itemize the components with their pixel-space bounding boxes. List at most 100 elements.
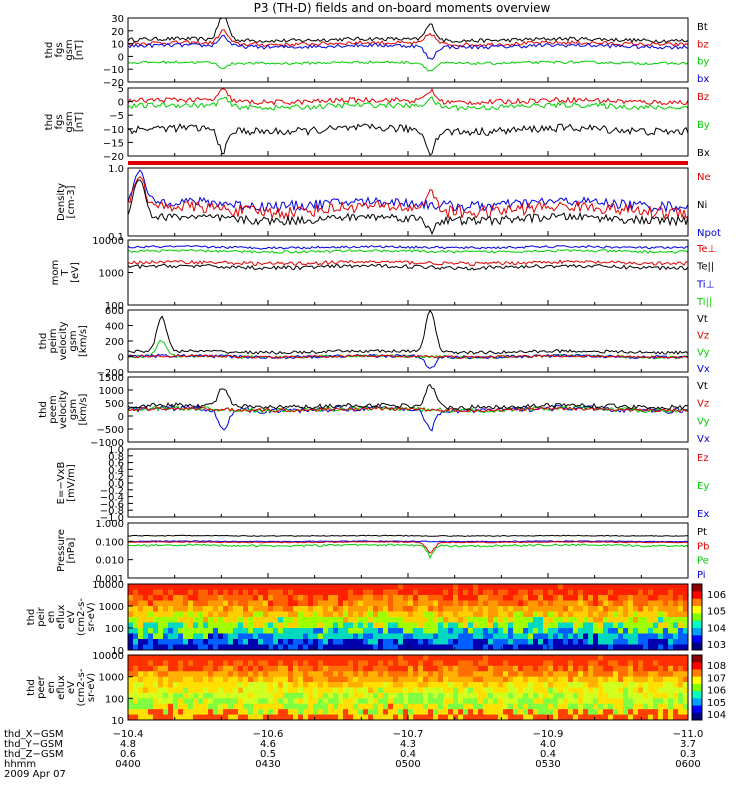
heatmap-cell (483, 692, 489, 699)
heatmap-cell (198, 698, 204, 705)
heatmap-cell (508, 633, 514, 640)
heatmap-cell (193, 633, 199, 640)
heatmap-cell (518, 589, 524, 596)
heatmap-cell (668, 622, 674, 629)
heatmap-cell (228, 660, 234, 667)
heatmap-cell (643, 589, 649, 596)
heatmap-cell (488, 698, 494, 705)
heatmap-cell (588, 644, 594, 650)
heatmap-cell (583, 611, 589, 618)
heatmap-cell (323, 698, 329, 705)
heatmap-cell (178, 714, 184, 720)
heatmap-cell (553, 595, 559, 602)
heatmap-cell (493, 698, 499, 705)
heatmap-cell (153, 606, 159, 613)
heatmap-cell (623, 595, 629, 602)
heatmap-cell (638, 714, 644, 720)
heatmap-cell (408, 617, 414, 624)
heatmap-cell (153, 633, 159, 640)
y-axis-label: sr-eV) (86, 602, 97, 631)
heatmap-cell (683, 639, 688, 646)
heatmap-cell (548, 584, 554, 591)
colorbar-cell (692, 628, 702, 636)
heatmap-cell (313, 698, 319, 705)
heatmap-cell (653, 639, 659, 646)
heatmap-cell (353, 698, 359, 705)
heatmap-cell (558, 584, 564, 591)
heatmap-cell (393, 698, 399, 705)
heatmap-cell (273, 617, 279, 624)
heatmap-cell (148, 709, 154, 716)
heatmap-cell (153, 665, 159, 672)
heatmap-cell (683, 595, 688, 602)
heatmap-cell (233, 584, 239, 591)
heatmap-cell (608, 622, 614, 629)
colorbar-frame (691, 654, 703, 721)
heatmap-cell (663, 709, 669, 716)
heatmap-cell (503, 655, 509, 662)
heatmap-cell (578, 584, 584, 591)
heatmap-cell (463, 655, 469, 662)
heatmap-cell (563, 655, 569, 662)
heatmap-cell (653, 606, 659, 613)
heatmap-cell (563, 682, 569, 689)
heatmap-cell (633, 589, 639, 596)
heatmap-cell (373, 595, 379, 602)
heatmap-cell (218, 703, 224, 710)
heatmap-cell (208, 600, 214, 607)
heatmap-cell (248, 595, 254, 602)
heatmap-cell (368, 698, 374, 705)
heatmap-cell (238, 589, 244, 596)
heatmap-cell (333, 600, 339, 607)
heatmap-cell (458, 676, 464, 683)
heatmap-cell (448, 606, 454, 613)
y-tick-label: −20 (103, 152, 124, 163)
heatmap-cell (133, 665, 139, 672)
heatmap-cell (218, 628, 224, 635)
heatmap-cell (658, 671, 664, 678)
heatmap-cell (303, 622, 309, 629)
heatmap-cell (573, 655, 579, 662)
legend-entry: Ti⊥ (696, 279, 714, 290)
heatmap-cell (383, 617, 389, 624)
series-line-red (127, 29, 689, 47)
heatmap-cell (498, 714, 504, 720)
heatmap-cell (408, 714, 414, 720)
heatmap-cell (518, 671, 524, 678)
heatmap-cell (258, 611, 264, 618)
heatmap-cell (148, 644, 154, 650)
heatmap-cell (538, 633, 544, 640)
heatmap-cell (173, 639, 179, 646)
heatmap-cell (603, 584, 609, 591)
heatmap-cell (278, 676, 284, 683)
heatmap-cell (643, 611, 649, 618)
heatmap-cell (548, 660, 554, 667)
x-row-value: 0.3 (680, 749, 696, 760)
heatmap-cell (208, 639, 214, 646)
heatmap-cell (268, 611, 274, 618)
heatmap-cell (543, 628, 549, 635)
heatmap-cell (343, 687, 349, 694)
heatmap-cell (208, 595, 214, 602)
heatmap-cell (543, 622, 549, 629)
heatmap-cell (333, 622, 339, 629)
heatmap-cell (523, 644, 529, 650)
heatmap-cell (468, 698, 474, 705)
heatmap-cell (133, 639, 139, 646)
heatmap-cell (248, 589, 254, 596)
heatmap-cell (488, 682, 494, 689)
heatmap-cell (488, 595, 494, 602)
heatmap-cell (553, 633, 559, 640)
heatmap-cell (423, 639, 429, 646)
heatmap-cell (513, 714, 519, 720)
heatmap-cell (398, 600, 404, 607)
heatmap-cell (158, 665, 164, 672)
heatmap-cell (298, 709, 304, 716)
heatmap-cell (133, 687, 139, 694)
heatmap-cell (263, 600, 269, 607)
heatmap-cell (533, 589, 539, 596)
heatmap-cell (303, 671, 309, 678)
heatmap-cell (498, 644, 504, 650)
heatmap-cell (513, 639, 519, 646)
heatmap-cell (388, 611, 394, 618)
